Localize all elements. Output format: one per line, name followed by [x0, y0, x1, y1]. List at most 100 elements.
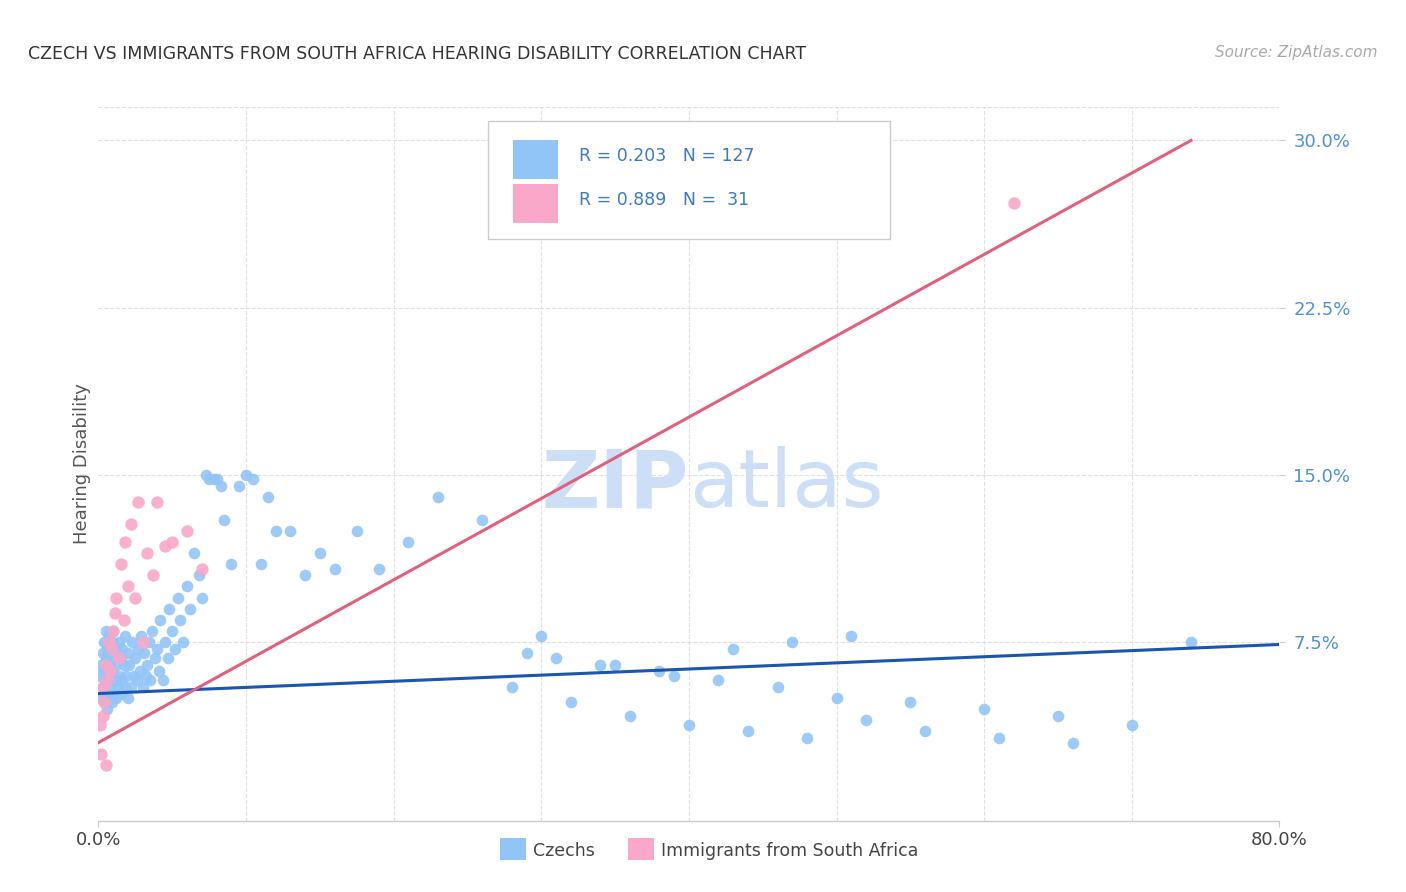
- Point: [257, 490, 280, 504]
- Point: [323, 562, 346, 576]
- Point: [516, 646, 538, 660]
- Point: [115, 669, 138, 683]
- Point: [169, 613, 191, 627]
- Point: [825, 690, 848, 705]
- Point: [112, 613, 135, 627]
- Point: [143, 651, 166, 665]
- Point: [146, 494, 169, 508]
- Text: Source: ZipAtlas.com: Source: ZipAtlas.com: [1215, 45, 1378, 60]
- Point: [98, 680, 121, 694]
- Point: [988, 731, 1011, 746]
- Point: [121, 635, 143, 649]
- Point: [619, 708, 641, 723]
- Point: [117, 580, 139, 594]
- Point: [120, 517, 142, 532]
- Point: [112, 657, 135, 672]
- Bar: [501, 838, 526, 860]
- Point: [153, 539, 176, 553]
- Bar: [513, 139, 558, 178]
- Point: [110, 557, 132, 572]
- Point: [124, 651, 146, 665]
- Point: [132, 635, 155, 649]
- Point: [91, 680, 114, 694]
- Point: [368, 562, 391, 576]
- Point: [136, 546, 159, 560]
- Point: [128, 664, 150, 679]
- Point: [309, 546, 332, 560]
- Point: [91, 708, 114, 723]
- Point: [212, 512, 235, 526]
- Point: [136, 657, 159, 672]
- Point: [104, 642, 127, 657]
- Point: [94, 651, 117, 665]
- Point: [183, 546, 205, 560]
- Point: [235, 467, 257, 482]
- Point: [108, 651, 131, 665]
- Point: [707, 673, 730, 688]
- Point: [90, 657, 112, 672]
- Point: [589, 657, 612, 672]
- Point: [96, 702, 118, 716]
- Point: [501, 680, 523, 694]
- Point: [176, 580, 198, 594]
- Point: [191, 591, 214, 605]
- Point: [228, 479, 250, 493]
- Point: [1002, 195, 1025, 210]
- Point: [205, 473, 228, 487]
- Point: [973, 702, 995, 716]
- Point: [94, 624, 117, 639]
- Point: [914, 724, 936, 739]
- Point: [107, 680, 129, 694]
- Point: [114, 535, 136, 549]
- Point: [100, 642, 122, 657]
- Point: [157, 602, 180, 616]
- Point: [530, 628, 553, 642]
- Point: [124, 591, 146, 605]
- Point: [134, 646, 156, 660]
- Point: [96, 642, 118, 657]
- Point: [132, 680, 155, 694]
- Point: [96, 673, 118, 688]
- Text: CZECH VS IMMIGRANTS FROM SOUTH AFRICA HEARING DISABILITY CORRELATION CHART: CZECH VS IMMIGRANTS FROM SOUTH AFRICA HE…: [28, 45, 806, 62]
- Point: [782, 635, 804, 649]
- Point: [346, 524, 368, 538]
- Point: [605, 657, 627, 672]
- Point: [110, 687, 132, 701]
- Point: [100, 635, 122, 649]
- Point: [94, 687, 117, 701]
- Point: [117, 690, 139, 705]
- Point: [398, 535, 420, 549]
- Text: Czechs: Czechs: [533, 842, 595, 860]
- Point: [93, 635, 115, 649]
- Point: [117, 646, 139, 660]
- Point: [546, 651, 568, 665]
- Text: R = 0.889   N =  31: R = 0.889 N = 31: [579, 191, 749, 209]
- Point: [97, 690, 120, 705]
- Text: Immigrants from South Africa: Immigrants from South Africa: [661, 842, 918, 860]
- Point: [162, 535, 183, 549]
- Point: [250, 557, 273, 572]
- Point: [165, 642, 187, 657]
- Point: [179, 602, 201, 616]
- Point: [149, 613, 172, 627]
- Point: [111, 642, 134, 657]
- Bar: [513, 184, 558, 223]
- Point: [162, 624, 183, 639]
- Point: [127, 642, 149, 657]
- Point: [103, 624, 125, 639]
- Point: [1046, 708, 1070, 723]
- Point: [111, 673, 134, 688]
- Point: [156, 651, 179, 665]
- Point: [202, 473, 225, 487]
- Point: [664, 669, 686, 683]
- Point: [153, 635, 176, 649]
- Point: [264, 524, 287, 538]
- Point: [110, 651, 132, 665]
- Point: [135, 669, 157, 683]
- Text: atlas: atlas: [689, 446, 883, 524]
- Point: [167, 591, 190, 605]
- Point: [280, 524, 302, 538]
- Point: [142, 568, 165, 582]
- Point: [138, 635, 160, 649]
- Point: [242, 473, 264, 487]
